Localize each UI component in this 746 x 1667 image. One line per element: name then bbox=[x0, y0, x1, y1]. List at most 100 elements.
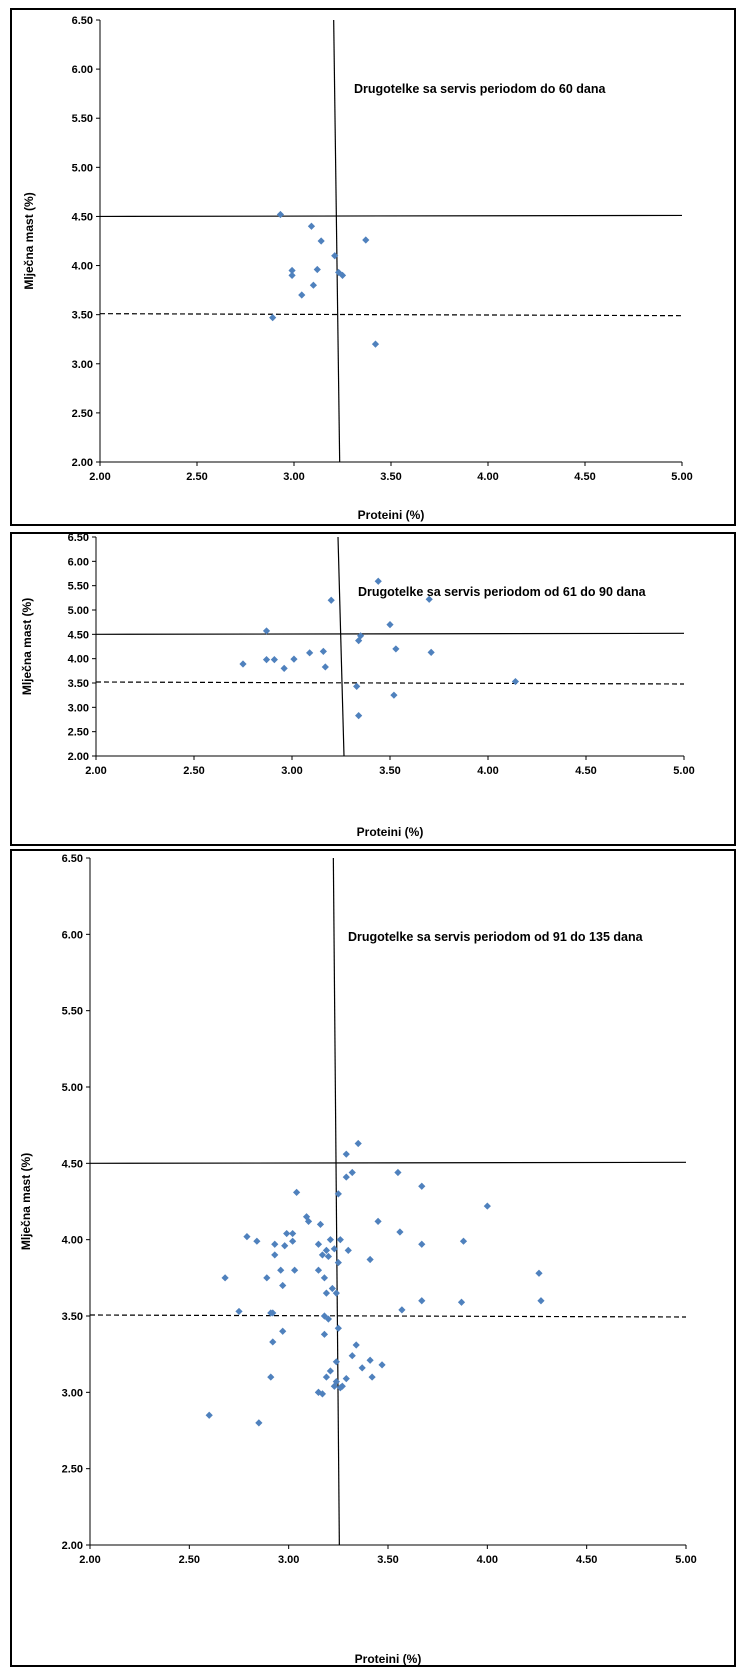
x-tick-label: 2.00 bbox=[85, 765, 106, 777]
data-point bbox=[314, 1240, 323, 1248]
data-point bbox=[483, 1202, 491, 1210]
y-axis-title: Mlječna mast (%) bbox=[20, 598, 34, 695]
x-axis-title: Proteini (%) bbox=[358, 508, 425, 522]
data-point bbox=[368, 1373, 376, 1381]
data-point bbox=[276, 210, 285, 219]
x-tick-label: 4.50 bbox=[575, 765, 596, 777]
x-tick-label: 5.00 bbox=[673, 765, 694, 777]
data-point bbox=[418, 1297, 426, 1305]
data-point bbox=[366, 1356, 374, 1364]
y-tick-label: 2.50 bbox=[72, 408, 93, 420]
y-tick-label: 4.50 bbox=[62, 1158, 83, 1170]
data-point bbox=[307, 222, 316, 230]
data-point bbox=[537, 1297, 545, 1305]
data-point bbox=[290, 655, 298, 663]
x-tick-label: 2.00 bbox=[89, 471, 110, 483]
y-tick-label: 3.50 bbox=[62, 1311, 83, 1323]
y-tick-label: 5.50 bbox=[62, 1006, 83, 1018]
data-point bbox=[317, 237, 325, 245]
data-point bbox=[374, 1217, 382, 1225]
chart-panel-1: 2.00 2.50 3.00 3.50 4.00 4.50 5.00 5.50 6.00 6.50… bbox=[10, 8, 736, 526]
x-tick-label: 3.50 bbox=[379, 765, 400, 777]
data-point bbox=[427, 648, 435, 656]
y-tick-label: 5.50 bbox=[72, 113, 93, 125]
y-axis-title: Mlječna mast (%) bbox=[19, 1153, 33, 1250]
x-tick-label: 2.50 bbox=[183, 765, 204, 777]
data-point bbox=[277, 1266, 285, 1274]
data-point bbox=[262, 627, 271, 635]
data-point bbox=[334, 1190, 342, 1198]
data-point bbox=[283, 1229, 291, 1238]
data-point bbox=[291, 1266, 299, 1274]
data-point bbox=[362, 236, 370, 244]
y-tick-label: 4.50 bbox=[68, 629, 89, 641]
data-point bbox=[270, 656, 278, 664]
data-point bbox=[338, 271, 347, 279]
y-tick-label: 2.50 bbox=[62, 1464, 83, 1476]
data-point bbox=[255, 1419, 263, 1427]
y-tick-label: 6.00 bbox=[62, 929, 83, 941]
y-tick-label: 5.00 bbox=[68, 605, 89, 617]
y-tick-label: 6.00 bbox=[72, 64, 93, 76]
data-point bbox=[371, 340, 380, 348]
y-tick-label: 5.50 bbox=[68, 581, 89, 593]
y-tick-label: 4.00 bbox=[68, 654, 89, 666]
data-point bbox=[331, 252, 339, 260]
data-point bbox=[330, 1382, 338, 1390]
data-point bbox=[354, 1139, 362, 1148]
data-point bbox=[535, 1269, 543, 1277]
data-point bbox=[313, 265, 321, 274]
y-tick-label: 4.50 bbox=[72, 211, 93, 223]
x-tick-label: 2.50 bbox=[179, 1554, 200, 1566]
chart-3-svg: 2.00 2.50 3.00 3.50 4.00 4.50 5.00 5.50 6.00 6.50… bbox=[19, 853, 697, 1665]
data-point bbox=[271, 1240, 279, 1248]
data-point bbox=[358, 1364, 366, 1372]
data-point bbox=[253, 1237, 261, 1245]
data-point bbox=[263, 1274, 271, 1282]
data-point bbox=[342, 1173, 350, 1181]
data-point bbox=[320, 1274, 329, 1282]
data-point bbox=[306, 649, 314, 657]
data-point bbox=[271, 1251, 279, 1259]
data-point bbox=[322, 1373, 331, 1381]
data-point bbox=[235, 1307, 243, 1316]
chart-panel-3: 2.00 2.50 3.00 3.50 4.00 4.50 5.00 5.50 6.00 6.50… bbox=[10, 849, 736, 1667]
y-tick-label: 3.50 bbox=[72, 310, 93, 322]
data-point bbox=[352, 1341, 360, 1349]
vertical-reference-line bbox=[337, 536, 345, 757]
data-point bbox=[342, 1150, 350, 1158]
horizontal-dashed-reference-line bbox=[99, 313, 683, 317]
data-point bbox=[425, 595, 433, 603]
x-tick-label: 5.00 bbox=[671, 471, 692, 483]
x-tick-label: 2.50 bbox=[186, 471, 207, 483]
chart-annotation: Drugotelke sa servis periodom od 61 do 9… bbox=[358, 585, 647, 599]
data-point bbox=[332, 1358, 340, 1366]
y-tick-label: 6.50 bbox=[72, 15, 93, 27]
data-point bbox=[279, 1327, 287, 1335]
data-point bbox=[366, 1255, 374, 1264]
data-point bbox=[390, 691, 398, 699]
horizontal-reference-line bbox=[89, 1161, 687, 1164]
x-tick-label: 3.00 bbox=[283, 471, 304, 483]
data-point bbox=[386, 621, 394, 629]
data-point bbox=[309, 281, 317, 289]
data-point bbox=[324, 1315, 332, 1323]
x-tick-label: 4.00 bbox=[477, 471, 498, 483]
data-point bbox=[353, 682, 361, 691]
data-point bbox=[322, 1246, 331, 1254]
data-point bbox=[336, 1236, 344, 1244]
data-point bbox=[262, 656, 271, 664]
x-tick-label: 2.00 bbox=[79, 1554, 100, 1566]
data-point bbox=[289, 1237, 297, 1245]
data-point bbox=[289, 1229, 297, 1238]
data-point bbox=[205, 1411, 213, 1419]
data-point bbox=[316, 1220, 325, 1228]
data-point bbox=[374, 577, 382, 585]
data-point bbox=[269, 1309, 277, 1317]
chart-1-svg: 2.00 2.50 3.00 3.50 4.00 4.50 5.00 5.50 6.00 6.50… bbox=[22, 15, 693, 522]
y-tick-label: 3.50 bbox=[68, 678, 89, 690]
data-point bbox=[327, 596, 335, 604]
data-point bbox=[239, 660, 247, 668]
data-point bbox=[319, 647, 327, 655]
data-point bbox=[378, 1361, 386, 1369]
